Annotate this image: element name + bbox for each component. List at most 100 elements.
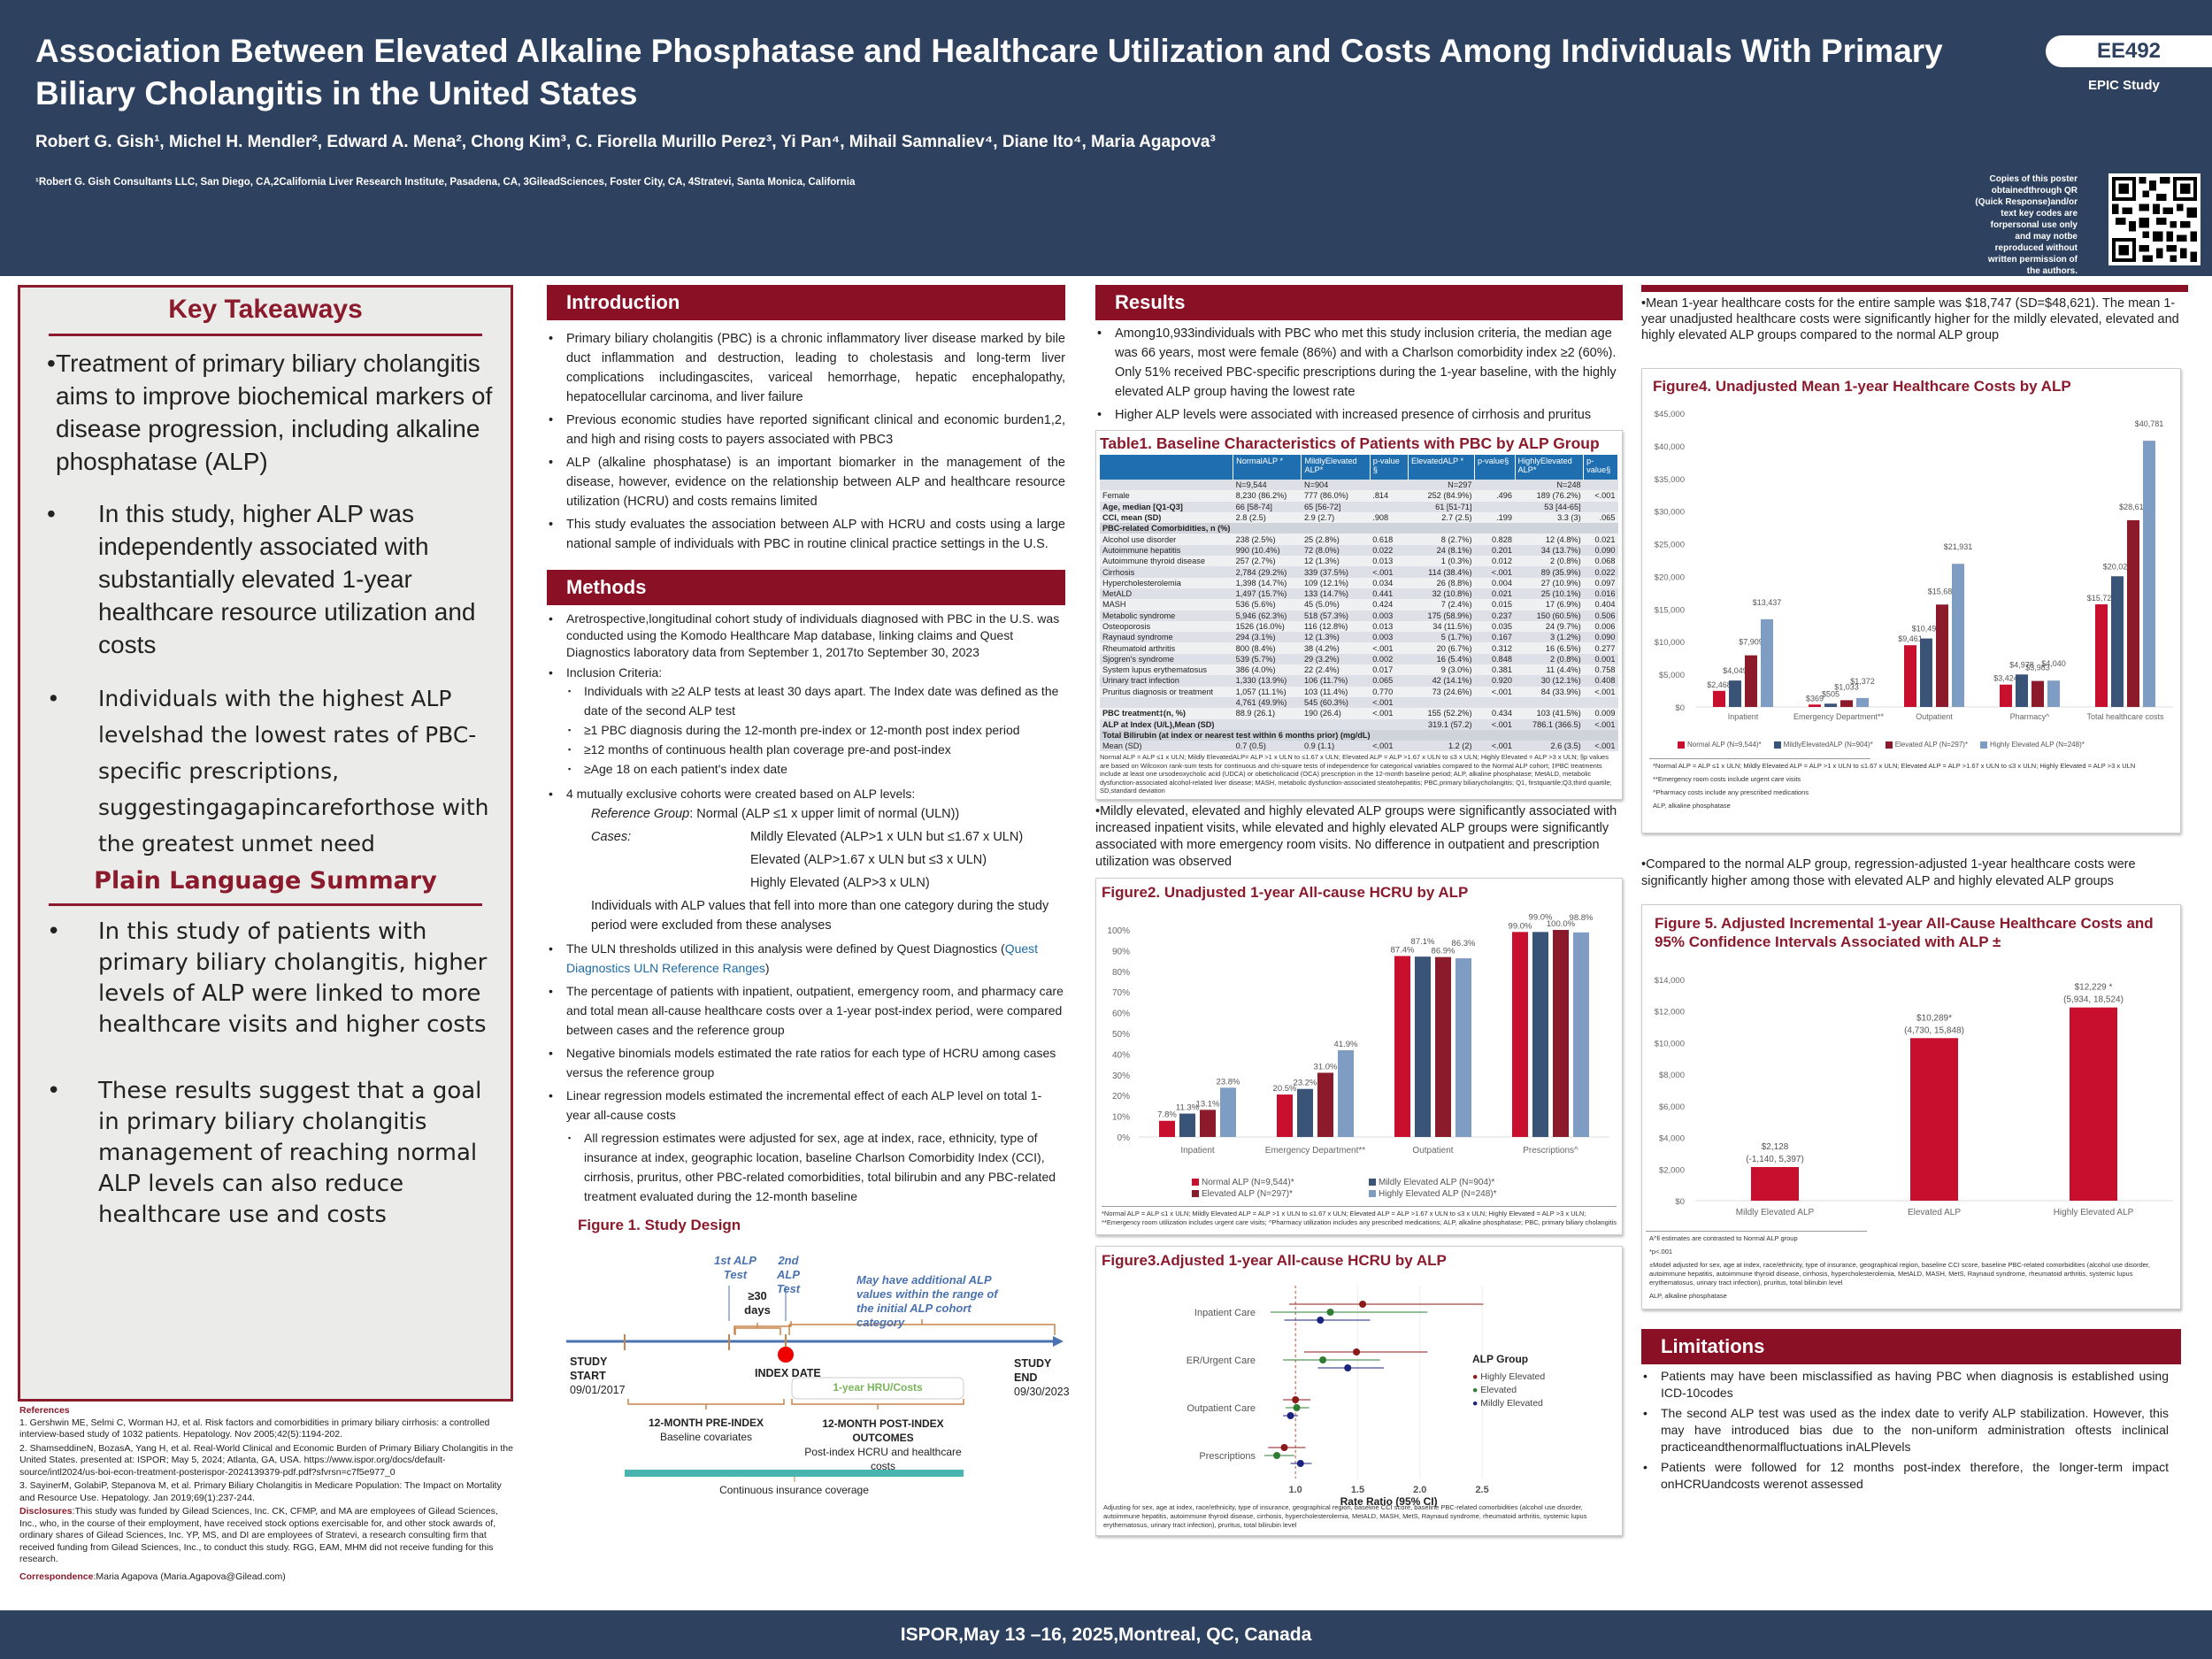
figure4-bar-chart: $0 $5,000 $10,000 $15,000 $20,000 $25,000 $30,… — [1655, 410, 2173, 721]
second-alp-test-label: 2nd ALP Test — [776, 1254, 801, 1295]
svg-text:30%: 30% — [1112, 1071, 1130, 1081]
svg-text:$5,000: $5,000 — [1659, 671, 1685, 680]
table-header: ElevatedALP * — [1408, 455, 1476, 480]
svg-text:11.3%: 11.3% — [1176, 1102, 1200, 1112]
table-row: Rheumatoid arthritis 800 (8.4%) 38 (4.2%) <… — [1100, 642, 1618, 654]
index-date-label: INDEX DATE — [755, 1367, 821, 1379]
qr-code-icon[interactable] — [2108, 173, 2200, 265]
table1-title: Table1. Baseline Characteristics of Pati… — [1100, 434, 1600, 452]
svg-text:(5,934, 18,524): (5,934, 18,524) — [2063, 995, 2124, 1005]
legend-swatch — [1369, 1190, 1376, 1198]
svg-text:$25,000: $25,000 — [1655, 541, 1685, 550]
cohorts-intro: 4 mutually exclusive cohorts were create… — [547, 786, 1065, 803]
svg-text:$4,978: $4,978 — [2009, 660, 2034, 669]
hru-costs-label: 1-year HRU/Costs — [833, 1381, 923, 1394]
svg-text:$45,000: $45,000 — [1655, 410, 1685, 419]
takeaway-item: In this study, higher ALP was independen… — [20, 497, 511, 661]
svg-text:$40,000: $40,000 — [1655, 442, 1685, 452]
inclusion-item: Individuals with ≥2 ALP tests at least 3… — [566, 681, 1065, 720]
figure4-title: Figure4. Unadjusted Mean 1-year Healthca… — [1653, 378, 2071, 395]
svg-text:$13,437: $13,437 — [1753, 598, 1782, 607]
svg-text:2.0: 2.0 — [1413, 1485, 1426, 1495]
svg-text:Prescriptions: Prescriptions — [1199, 1451, 1256, 1462]
svg-text:$369: $369 — [1806, 694, 1824, 703]
inclusion-item: ≥12 months of continuous health plan cov… — [566, 740, 1065, 759]
svg-text:$12,229 *: $12,229 * — [2075, 983, 2113, 993]
svg-text:99.0%: 99.0% — [1509, 921, 1532, 931]
table-row: 4,761 (49.9%) 545 (60.3%) <.001 — [1100, 696, 1618, 709]
svg-text:$14,000: $14,000 — [1655, 976, 1685, 986]
svg-text:(4,730, 15,848): (4,730, 15,848) — [1904, 1025, 1964, 1035]
limitation-item: Patients may have been misclassified as … — [1641, 1368, 2169, 1402]
table-row: Cirrhosis 2,784 (29.2%) 339 (37.5%) <.001 11… — [1100, 566, 1618, 578]
svg-text:50%: 50% — [1112, 1030, 1130, 1040]
svg-text:$15,686: $15,686 — [1928, 587, 1957, 595]
svg-text:Prescriptions^: Prescriptions^ — [1523, 1146, 1578, 1156]
figure3-forest-plot: 1.0 1.5 2.0 2.5 Inpatient Care ER/Urgent Care… — [1187, 1285, 1489, 1507]
baseline-characteristics-table: NormalALP * MildlyElevated ALP* p-value § E… — [1100, 455, 1618, 752]
key-takeaways-panel: Key Takeaways Treatment of primary bilia… — [18, 285, 513, 1402]
svg-text:$12,000: $12,000 — [1655, 1008, 1685, 1018]
table-header: HighlyElevated ALP* — [1515, 455, 1585, 480]
table-row: N=9,544 N=904 N=297 N=248 — [1100, 480, 1618, 491]
methods-header: Methods — [547, 570, 1065, 605]
reference-item[interactable]: 2. ShamseddineN, BozasA, Yang H, et al. … — [19, 1442, 513, 1478]
svg-text:$15,000: $15,000 — [1655, 605, 1685, 615]
svg-text:$4,049: $4,049 — [1723, 666, 1747, 675]
limitation-item: Patients were followed for 12 months pos… — [1641, 1459, 2169, 1493]
svg-text:100.0%: 100.0% — [1547, 919, 1576, 929]
study-start-label: STUDY START — [570, 1356, 608, 1382]
svg-text:99.0%: 99.0% — [1529, 912, 1553, 922]
table-row: Osteoporosis 1526 (16.0%) 116 (12.8%) 0.013… — [1100, 620, 1618, 633]
introduction-header: Introduction — [547, 285, 1065, 320]
svg-text:$15,721: $15,721 — [2087, 594, 2116, 603]
svg-text:2.5: 2.5 — [1475, 1485, 1488, 1495]
figure4-box: Figure4. Unadjusted Mean 1-year Healthca… — [1641, 368, 2181, 833]
figure5-box: Figure 5. Adjusted Incremental 1-year Al… — [1641, 904, 2181, 1310]
methods-item: Linear regression models estimated the i… — [547, 1086, 1065, 1125]
figure1-study-design: Figure 1. Study Design 1st ALP Test 2nd … — [547, 1213, 1070, 1505]
correspondence-label: Correspondence — [19, 1571, 94, 1582]
svg-text:20.5%: 20.5% — [1273, 1084, 1297, 1094]
post-index-title: 12-MONTH POST-INDEX OUTCOMES — [822, 1417, 944, 1444]
table-row: MetALD 1,497 (15.7%) 133 (14.7%) 0.441 32 (1… — [1100, 588, 1618, 600]
inclusion-item: ≥Age 18 on each patient's index date — [566, 759, 1065, 779]
table1-box: Table1. Baseline Characteristics of Pati… — [1095, 430, 1623, 800]
svg-text:40%: 40% — [1112, 1050, 1130, 1060]
svg-text:87.4%: 87.4% — [1391, 945, 1415, 955]
figure2-title: Figure2. Unadjusted 1-year All-cause HCR… — [1102, 883, 1469, 901]
svg-text:Mildly Elevated ALP: Mildly Elevated ALP — [1736, 1208, 1815, 1217]
figure3-legend-title: ALP Group — [1472, 1352, 1529, 1365]
figure2-legend: Normal ALP (N=9,544)* Mildly Elevated AL… — [1192, 1178, 1599, 1199]
table-header: p-value§ — [1583, 455, 1618, 480]
svg-text:$10,490: $10,490 — [1912, 625, 1941, 634]
pre-index-sub: Baseline covariates — [659, 1431, 753, 1443]
table-row: Female 8,230 (86.2%) 777 (86.0%) .814 252 (8… — [1100, 490, 1618, 502]
svg-text:23.8%: 23.8% — [1217, 1077, 1240, 1087]
methods-item: The percentage of patients with inpatien… — [547, 981, 1065, 1040]
takeaway-item: Treatment of primary biliary cholangitis… — [20, 347, 511, 478]
intro-item: Previous economic studies have reported … — [547, 411, 1065, 449]
svg-text:Outpatient: Outpatient — [1916, 712, 1953, 721]
svg-text:86.3%: 86.3% — [1452, 939, 1476, 949]
reference-group-value: : Normal (ALP ≤1 x upper limit of normal… — [689, 807, 960, 821]
study-end-label: STUDY END — [1014, 1357, 1052, 1384]
divider — [49, 334, 482, 336]
disclosures-text: :This study was funded by Gilead Science… — [19, 1506, 498, 1564]
intro-item: Primary biliary cholangitis (PBC) is a c… — [547, 329, 1065, 407]
table-row: System lupus erythematosus 386 (4.0%) 22 (… — [1100, 664, 1618, 676]
table-row: Urinary tract infection 1,330 (13.9%) 106 … — [1100, 675, 1618, 687]
disclosures-label: Disclosures — [19, 1506, 73, 1517]
table-row: Pruritus diagnosis or treatment 1,057 (11… — [1100, 686, 1618, 697]
results-item: Among10,933individuals with PBC who met … — [1095, 324, 1623, 402]
methods-design: Aretrospective,longitudinal cohort study… — [547, 611, 1065, 661]
summary-item: These results suggest that a goal in pri… — [20, 1076, 511, 1231]
quest-uln-link[interactable]: Quest Diagnostics ULN Reference Ranges — [566, 941, 1039, 975]
correspondence-text[interactable]: :Maria Agapova (Maria.Agapova@Gilead.com… — [93, 1571, 286, 1582]
table-row: Age, median [Q1-Q3] 66 [58-74] 65 [56-72] 6… — [1100, 501, 1618, 512]
case-item: Highly Elevated (ALP>3 x ULN) — [750, 876, 930, 890]
adjusted-cost-summary: •Compared to the normal ALP group, regre… — [1641, 857, 2136, 888]
author-list: Robert G. Gish¹, Michel H. Mendler², Edw… — [35, 133, 1216, 151]
svg-text:86.9%: 86.9% — [1432, 947, 1455, 956]
svg-text:Emergency Department**: Emergency Department** — [1265, 1146, 1365, 1156]
